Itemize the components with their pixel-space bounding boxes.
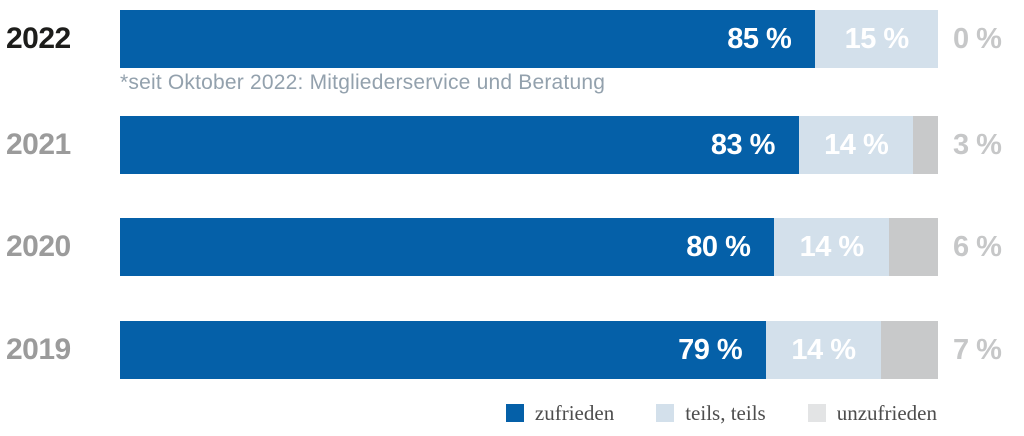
segment-teilsteils-2020: 14 % xyxy=(774,218,889,276)
legend: zufrieden teils, teils unzufrieden xyxy=(505,400,937,426)
chart-row-2019: 2019 79 % 14 % 7 % xyxy=(0,321,1024,379)
chart-row-2022: 2022 85 % 15 % 0 % xyxy=(0,10,1024,68)
segment-unzufrieden-2021 xyxy=(913,116,938,174)
stacked-bar-2022: 85 % 15 % xyxy=(120,10,938,68)
segment-zufrieden-2020: 80 % xyxy=(120,218,775,276)
value-label-teilsteils-2020: 14 % xyxy=(799,230,865,263)
category-label-2022: 2022 xyxy=(6,22,71,55)
segment-zufrieden-2021: 83 % xyxy=(120,116,799,174)
value-label-zufrieden-2022: 85 % xyxy=(727,22,792,55)
stacked-bar-2019: 79 % 14 % xyxy=(120,321,938,379)
legend-label-unzufrieden: unzufrieden xyxy=(836,400,937,425)
value-label-teilsteils-2019: 14 % xyxy=(791,333,856,366)
outside-value-label-2021: 3 % xyxy=(953,128,1002,161)
stacked-bar-2020: 80 % 14 % xyxy=(120,218,938,276)
legend-label-teils-teils: teils, teils xyxy=(685,400,766,425)
outside-value-label-2022: 0 % xyxy=(953,22,1002,55)
legend-item-unzufrieden: unzufrieden xyxy=(807,400,937,426)
legend-item-teils-teils: teils, teils xyxy=(656,401,766,426)
segment-unzufrieden-2020 xyxy=(888,218,938,276)
segment-teilsteils-2022: 15 % xyxy=(815,10,938,68)
segment-teilsteils-2019: 14 % xyxy=(766,321,881,379)
value-label-zufrieden-2019: 79 % xyxy=(678,333,743,366)
outside-value-label-2020: 6 % xyxy=(953,230,1002,263)
segment-unzufrieden-2019 xyxy=(880,321,938,379)
segment-teilsteils-2021: 14 % xyxy=(798,116,914,174)
legend-swatch-zufrieden-icon xyxy=(505,404,524,422)
value-label-zufrieden-2020: 80 % xyxy=(686,230,751,263)
legend-swatch-unzufrieden-icon xyxy=(807,404,826,422)
legend-item-zufrieden: zufrieden xyxy=(505,400,615,426)
category-label-2019: 2019 xyxy=(6,333,71,366)
outside-value-label-2019: 7 % xyxy=(953,333,1002,366)
value-label-teilsteils-2022: 15 % xyxy=(844,22,910,55)
footnote: *seit Oktober 2022: Mitgliederservice un… xyxy=(120,71,606,94)
chart-row-2020: 2020 80 % 14 % 6 % xyxy=(0,218,1024,276)
category-label-2021: 2021 xyxy=(6,128,71,161)
category-label-2020: 2020 xyxy=(6,230,71,263)
value-label-zufrieden-2021: 83 % xyxy=(710,128,776,161)
legend-swatch-teils-teils-icon xyxy=(656,404,675,422)
chart-row-2021: 2021 83 % 14 % 3 % xyxy=(0,116,1024,174)
value-label-teilsteils-2021: 14 % xyxy=(824,128,889,161)
segment-zufrieden-2019: 79 % xyxy=(120,321,767,379)
legend-label-zufrieden: zufrieden xyxy=(534,400,615,425)
segment-zufrieden-2022: 85 % xyxy=(120,10,816,68)
stacked-bar-2021: 83 % 14 % xyxy=(120,116,938,174)
